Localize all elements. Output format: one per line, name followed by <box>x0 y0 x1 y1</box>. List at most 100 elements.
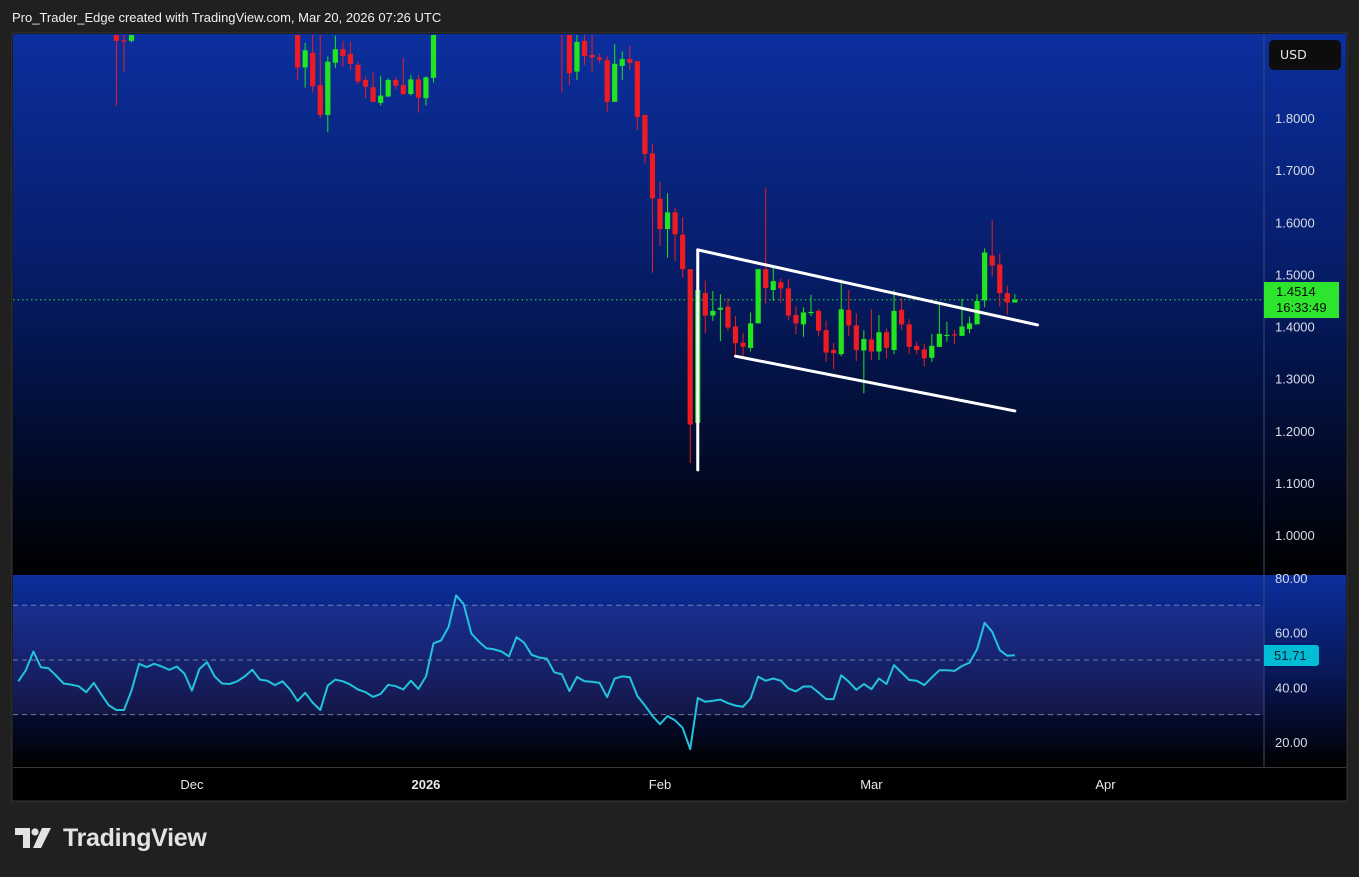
candle <box>415 75 421 113</box>
candle-body <box>831 349 837 354</box>
candle-body <box>566 35 572 74</box>
time-tick-label: Mar <box>860 777 883 792</box>
main-pane[interactable] <box>13 34 1264 573</box>
candle <box>302 42 308 88</box>
candle <box>317 35 323 118</box>
candle <box>748 312 754 352</box>
candle-body <box>982 252 988 301</box>
candle <box>891 290 897 355</box>
candle-body <box>370 87 376 102</box>
candle <box>929 333 935 362</box>
candle <box>649 143 656 273</box>
candle-body <box>559 14 564 30</box>
candle-body <box>944 334 950 337</box>
candle <box>808 294 814 317</box>
candle <box>295 35 301 80</box>
time-axis[interactable] <box>13 768 1346 800</box>
candle-body <box>951 334 958 336</box>
candle <box>680 217 686 278</box>
trendline-drawing[interactable] <box>696 248 1039 327</box>
candle-body <box>732 326 739 344</box>
candle <box>1004 285 1010 315</box>
candle <box>951 329 958 345</box>
candle-body <box>332 49 338 63</box>
candle-body <box>317 85 323 115</box>
candle <box>332 35 338 68</box>
candle-body <box>302 50 308 68</box>
candle-body <box>325 61 331 115</box>
candle-body <box>959 326 965 336</box>
rsi-pane[interactable] <box>13 575 1264 767</box>
rsi-axis[interactable] <box>1264 575 1346 767</box>
candle-body <box>853 325 859 350</box>
candle <box>725 298 731 331</box>
candle-body <box>393 79 399 86</box>
candle <box>121 35 127 72</box>
candle-body <box>423 77 429 99</box>
candle <box>846 290 852 336</box>
candle <box>347 41 354 71</box>
candle <box>430 35 437 83</box>
price-tick-label: 1.6000 <box>1275 215 1315 230</box>
candle <box>914 341 920 355</box>
price-tick-label: 1.5000 <box>1275 267 1315 282</box>
candle <box>838 279 844 357</box>
candle <box>113 35 119 107</box>
time-tick-label: Feb <box>649 777 671 792</box>
candle <box>362 76 369 99</box>
candle-body <box>702 293 708 316</box>
candle-body <box>113 35 119 41</box>
candle <box>853 313 859 361</box>
chart-attribution: Pro_Trader_Edge created with TradingView… <box>12 10 442 25</box>
candle-body <box>597 57 603 60</box>
candle-body <box>785 288 791 316</box>
candle-body <box>883 332 890 348</box>
candle <box>966 316 973 334</box>
candle-body <box>876 332 882 352</box>
candle <box>581 35 588 65</box>
candle-body <box>1004 293 1010 303</box>
candle <box>634 61 640 130</box>
candle-body <box>710 310 716 316</box>
candle-body <box>408 79 414 95</box>
candle <box>370 72 376 102</box>
candle-body <box>823 330 829 353</box>
candle <box>325 56 331 133</box>
candle <box>785 279 791 321</box>
price-tick-label: 1.4000 <box>1275 320 1315 335</box>
candle <box>574 35 580 80</box>
rsi-tick-label: 80.00 <box>1275 571 1308 586</box>
candle-body <box>748 323 754 348</box>
candle <box>423 76 429 106</box>
candle-body <box>778 282 784 289</box>
candle <box>883 328 890 359</box>
trendline-drawing[interactable] <box>734 354 1017 413</box>
candle <box>778 278 784 303</box>
candle <box>831 343 837 370</box>
candle-body <box>989 255 995 266</box>
candle <box>702 280 708 334</box>
candle <box>740 332 746 357</box>
tradingview-logo[interactable]: TradingView <box>15 824 207 853</box>
candle <box>310 35 316 93</box>
candle-body <box>936 333 942 347</box>
candle-body <box>770 281 776 291</box>
candle <box>385 78 391 97</box>
candle-body <box>914 345 920 350</box>
candle-body <box>347 53 354 64</box>
candle-body <box>642 114 648 154</box>
candle-body <box>657 198 663 230</box>
candle <box>936 304 942 347</box>
candle <box>823 320 829 362</box>
candle <box>1012 294 1018 303</box>
candle <box>793 306 799 335</box>
candle-body <box>808 311 814 314</box>
candle-body <box>906 324 912 347</box>
candle-body <box>295 35 301 68</box>
candle <box>815 308 822 337</box>
candle-body <box>627 59 633 63</box>
currency-button[interactable]: USD <box>1269 40 1341 70</box>
candle <box>355 61 361 85</box>
candle-body <box>362 79 369 87</box>
